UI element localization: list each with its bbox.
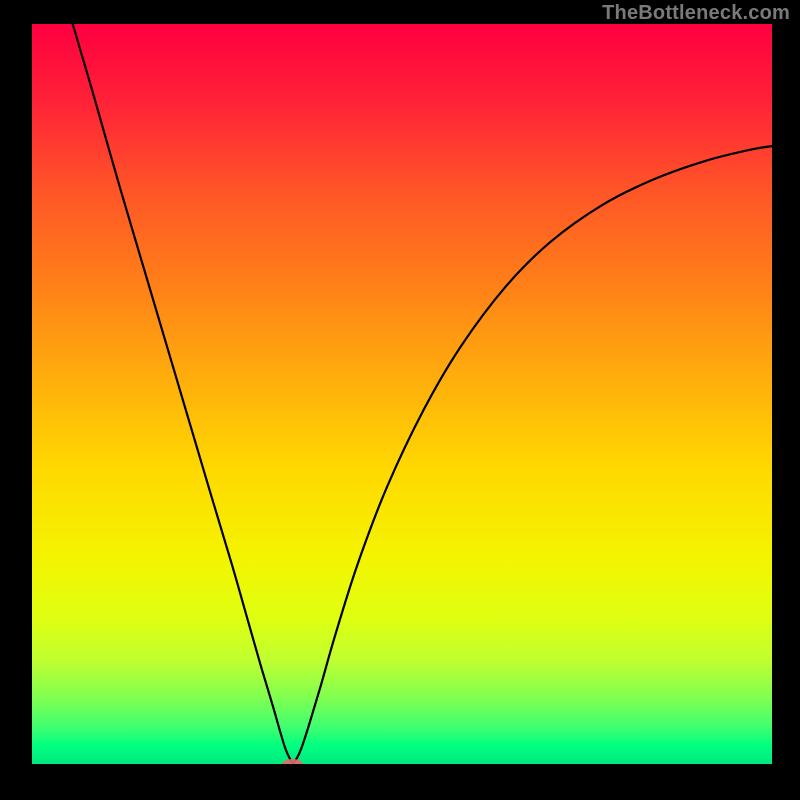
bottleneck-chart (0, 0, 800, 800)
valley-marker (282, 759, 303, 769)
watermark-text: TheBottleneck.com (602, 2, 790, 25)
chart-container (0, 0, 800, 800)
chart-background (32, 24, 772, 764)
